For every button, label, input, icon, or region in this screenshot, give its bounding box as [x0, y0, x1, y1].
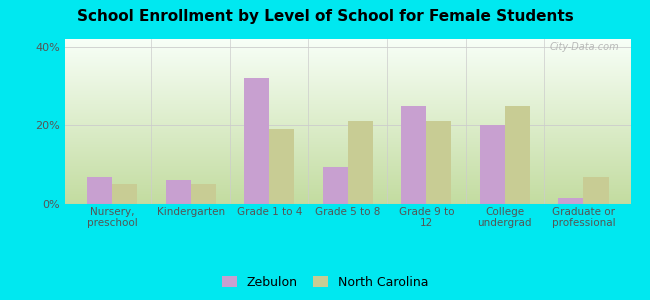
Bar	[558, 198, 584, 204]
Bar	[584, 176, 608, 204]
Bar	[426, 122, 452, 204]
Bar	[87, 176, 112, 204]
Bar	[322, 167, 348, 204]
Bar	[269, 129, 294, 204]
Bar	[401, 106, 426, 204]
Bar	[112, 184, 137, 204]
Text: School Enrollment by Level of School for Female Students: School Enrollment by Level of School for…	[77, 9, 573, 24]
Legend: Zebulon, North Carolina: Zebulon, North Carolina	[216, 271, 434, 294]
Bar	[190, 184, 216, 204]
Bar	[244, 78, 269, 204]
Text: City-Data.com: City-Data.com	[549, 42, 619, 52]
Bar	[348, 122, 373, 204]
Bar	[480, 125, 505, 204]
Bar	[166, 180, 190, 204]
Bar	[505, 106, 530, 204]
